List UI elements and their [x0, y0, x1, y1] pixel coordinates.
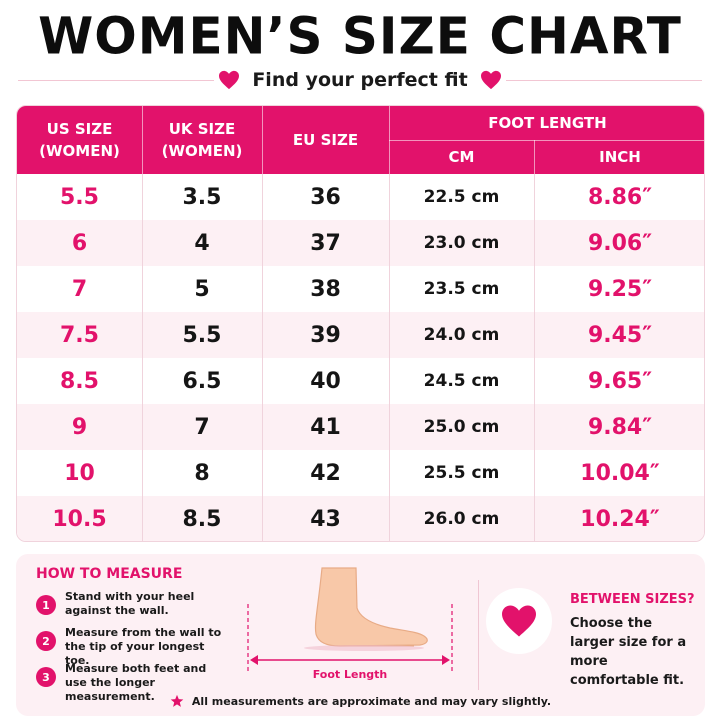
cell-cm: 24.5 cm: [423, 371, 500, 391]
cell-us-size: 10: [64, 460, 95, 486]
cell-eu-size: 42: [310, 460, 341, 486]
cell-cm: 24.0 cm: [423, 325, 500, 345]
cell-eu-size: 38: [310, 276, 341, 302]
cell-eu-size: 37: [310, 230, 341, 256]
cell-inch: 9.65″: [587, 368, 653, 394]
cell-us-size: 6: [71, 230, 88, 256]
divider: [478, 580, 479, 690]
subtitle: Find your perfect fit: [252, 69, 468, 91]
cell-inch: 10.24″: [580, 506, 660, 532]
step-1: 1 Stand with your heel against the wall.: [36, 590, 226, 618]
cell-eu-size: 41: [310, 414, 341, 440]
heart-icon: [480, 70, 501, 90]
cell-eu-size: 36: [310, 184, 341, 210]
heart-icon: [502, 605, 536, 637]
disclaimer-text: All measurements are approximate and may…: [191, 694, 552, 708]
info-panel: HOW TO MEASURE 1 Stand with your heel ag…: [16, 554, 705, 716]
cell-cm: 22.5 cm: [423, 187, 500, 207]
table-row: 10 8 42 25.5 cm 10.04″: [17, 450, 704, 496]
cell-uk-size: 5: [194, 276, 210, 302]
cell-eu-size: 39: [310, 322, 341, 348]
step-2: 2 Measure from the wall to the tip of yo…: [36, 626, 226, 668]
table-header: US SIZE (WOMEN) UK SIZE (WOMEN) EU SIZE …: [17, 106, 704, 174]
cell-us-size: 10.5: [52, 506, 107, 532]
heart-badge: [486, 588, 552, 654]
size-table: US SIZE (WOMEN) UK SIZE (WOMEN) EU SIZE …: [16, 105, 705, 542]
cell-cm: 23.5 cm: [423, 279, 500, 299]
step-number: 3: [36, 667, 56, 687]
cell-inch: 10.04″: [580, 460, 660, 486]
cell-cm: 23.0 cm: [423, 233, 500, 253]
table-row: 8.5 6.5 40 24.5 cm 9.65″: [17, 358, 704, 404]
cell-inch: 8.86″: [587, 184, 653, 210]
how-to-measure-title: HOW TO MEASURE: [36, 566, 183, 582]
cell-cm: 26.0 cm: [423, 509, 500, 529]
header-us-size: US SIZE (WOMEN): [39, 120, 120, 160]
divider: [18, 80, 214, 81]
cell-eu-size: 40: [310, 368, 341, 394]
star-icon: [170, 694, 184, 707]
between-sizes-text: Choose the larger size for a more comfor…: [570, 616, 687, 688]
step-number: 1: [36, 595, 56, 615]
disclaimer: All measurements are approximate and may…: [16, 694, 705, 708]
subtitle-row: Find your perfect fit: [0, 64, 720, 96]
heart-icon: [219, 70, 240, 90]
foot-length-label: Foot Length: [313, 668, 388, 681]
step-3: 3 Measure both feet and use the longer m…: [36, 662, 226, 704]
table-row: 7 5 38 23.5 cm 9.25″: [17, 266, 704, 312]
table-row: 10.5 8.5 43 26.0 cm 10.24″: [17, 496, 704, 541]
step-text: Stand with your heel against the wall.: [65, 590, 195, 617]
header-eu-size: EU SIZE: [292, 131, 359, 149]
header-foot-length: FOOT LENGTH: [488, 114, 607, 132]
table-row: 9 7 41 25.0 cm 9.84″: [17, 404, 704, 450]
cell-us-size: 5.5: [60, 184, 99, 210]
cell-us-size: 9: [71, 414, 88, 440]
step-text: Measure both feet and use the longer mea…: [65, 662, 207, 703]
step-text: Measure from the wall to the tip of your…: [65, 626, 222, 667]
foot-illustration: Foot Length: [247, 567, 453, 681]
page-title: WOMEN’S SIZE CHART: [38, 6, 682, 66]
header-cm: CM: [448, 148, 475, 166]
table-row: 7.5 5.5 39 24.0 cm 9.45″: [17, 312, 704, 358]
cell-uk-size: 3.5: [182, 184, 222, 210]
cell-inch: 9.84″: [587, 414, 653, 440]
cell-uk-size: 7: [194, 414, 210, 440]
cell-uk-size: 5.5: [182, 322, 222, 348]
cell-us-size: 7.5: [60, 322, 99, 348]
cell-uk-size: 8.5: [182, 506, 222, 532]
cell-cm: 25.0 cm: [423, 417, 500, 437]
cell-inch: 9.45″: [587, 322, 653, 348]
cell-us-size: 7: [71, 276, 88, 302]
divider: [506, 80, 702, 81]
cell-uk-size: 6.5: [182, 368, 222, 394]
between-sizes-title: BETWEEN SIZES?: [570, 592, 695, 607]
table-row: 6 4 37 23.0 cm 9.06″: [17, 220, 704, 266]
cell-uk-size: 8: [194, 460, 210, 486]
step-number: 2: [36, 631, 56, 651]
cell-cm: 25.5 cm: [423, 463, 500, 483]
cell-uk-size: 4: [194, 230, 210, 256]
table-row: 5.5 3.5 36 22.5 cm 8.86″: [17, 174, 704, 220]
cell-eu-size: 43: [310, 506, 341, 532]
header-uk-size: UK SIZE (WOMEN): [161, 120, 243, 160]
header-inch: INCH: [599, 148, 641, 166]
cell-inch: 9.25″: [587, 276, 653, 302]
cell-inch: 9.06″: [587, 230, 653, 256]
cell-us-size: 8.5: [60, 368, 99, 394]
